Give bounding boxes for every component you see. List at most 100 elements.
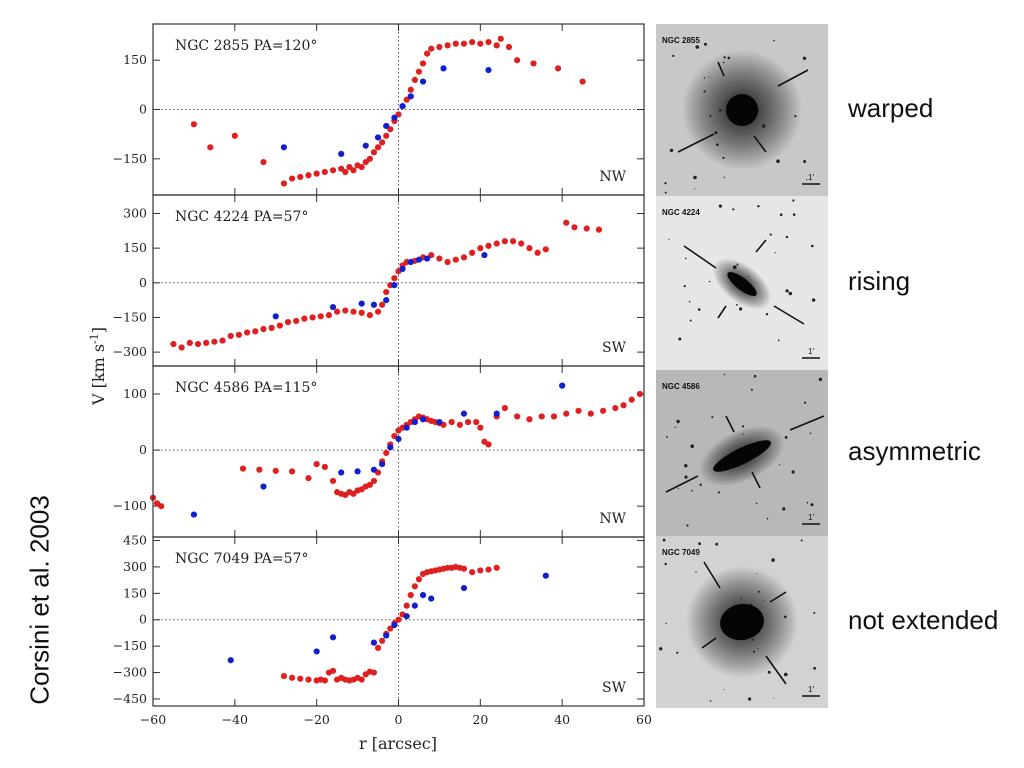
data-point-red bbox=[518, 240, 525, 247]
data-point-red bbox=[305, 475, 312, 482]
field-star bbox=[771, 558, 775, 562]
data-point-red bbox=[550, 413, 558, 420]
y-axis-label: V [km s-1] bbox=[88, 327, 108, 406]
data-point-blue bbox=[338, 469, 345, 476]
y-tick-label: 100 bbox=[123, 386, 147, 401]
data-point-red bbox=[370, 477, 378, 485]
data-point-blue bbox=[338, 150, 345, 157]
panel-frame bbox=[152, 536, 645, 707]
field-star bbox=[785, 235, 789, 239]
data-point-red bbox=[477, 40, 484, 47]
field-star bbox=[676, 651, 679, 654]
x-tick-label: −40 bbox=[222, 712, 248, 727]
data-point-red bbox=[309, 314, 316, 321]
data-point-blue bbox=[411, 602, 418, 609]
data-point-red bbox=[239, 465, 247, 472]
data-point-blue bbox=[354, 468, 361, 475]
field-star bbox=[669, 148, 674, 153]
x-tick-label: −60 bbox=[140, 712, 166, 727]
data-point-red bbox=[391, 275, 398, 282]
data-point-red bbox=[366, 481, 373, 488]
panel-title: NGC 4224 PA=57° bbox=[175, 209, 308, 225]
y-tick-label: −150 bbox=[113, 638, 147, 653]
slit-marker-line bbox=[683, 245, 717, 269]
field-star bbox=[777, 339, 780, 342]
data-point-red bbox=[284, 318, 292, 326]
data-point-blue bbox=[272, 313, 279, 320]
field-star bbox=[691, 489, 693, 492]
y-tick-label: 0 bbox=[139, 442, 147, 457]
galaxy-image-svg: 1′ NGC 7049 bbox=[656, 536, 828, 708]
galaxy-image-label: NGC 2855 bbox=[662, 36, 700, 45]
data-point-red bbox=[280, 180, 288, 187]
data-point-blue bbox=[387, 444, 394, 451]
y-tick-label: −300 bbox=[113, 665, 147, 680]
galaxy-image-label: NGC 4224 bbox=[662, 208, 700, 217]
data-point-red bbox=[534, 249, 541, 256]
data-point-red bbox=[477, 567, 484, 574]
data-point-red bbox=[485, 242, 492, 249]
data-point-red bbox=[383, 288, 390, 296]
data-point-red bbox=[411, 76, 418, 84]
data-point-red bbox=[407, 591, 414, 599]
field-star bbox=[699, 483, 702, 486]
y-tick-label: −450 bbox=[113, 691, 147, 706]
panel-title: NGC 2855 PA=120° bbox=[175, 38, 317, 54]
field-star bbox=[684, 475, 688, 479]
field-star bbox=[672, 54, 675, 57]
data-point-red bbox=[485, 38, 492, 46]
field-star bbox=[689, 319, 692, 322]
y-tick-label: −100 bbox=[113, 498, 147, 513]
field-star bbox=[694, 188, 696, 190]
data-point-red bbox=[207, 144, 214, 151]
slit-marker-line bbox=[789, 415, 825, 431]
data-point-red bbox=[407, 86, 414, 93]
data-point-red bbox=[599, 407, 607, 414]
field-star bbox=[723, 373, 726, 376]
direction-label: NW bbox=[599, 169, 626, 185]
data-point-red bbox=[587, 410, 594, 417]
field-star bbox=[806, 501, 809, 504]
data-point-red bbox=[415, 576, 423, 583]
data-point-red bbox=[493, 564, 500, 571]
field-star bbox=[736, 304, 738, 306]
data-point-red bbox=[444, 42, 451, 49]
data-point-red bbox=[448, 418, 455, 426]
data-point-red bbox=[456, 421, 463, 428]
data-point-red bbox=[280, 672, 288, 680]
data-point-red bbox=[428, 45, 435, 52]
field-star bbox=[686, 524, 689, 527]
data-point-red bbox=[325, 312, 333, 319]
field-star bbox=[684, 464, 688, 468]
field-star bbox=[711, 416, 714, 419]
data-point-red bbox=[424, 50, 431, 57]
data-point-red bbox=[411, 583, 418, 590]
data-point-red bbox=[329, 667, 337, 674]
data-point-red bbox=[374, 644, 382, 652]
slit-marker-line bbox=[773, 305, 805, 325]
x-tick-label: 20 bbox=[472, 712, 488, 727]
data-point-red bbox=[485, 566, 492, 573]
field-star bbox=[693, 175, 697, 180]
data-point-blue bbox=[559, 382, 566, 389]
data-point-red bbox=[329, 477, 337, 485]
y-tick-label: 150 bbox=[123, 52, 147, 67]
slit-marker-line bbox=[717, 305, 727, 319]
data-point-red bbox=[170, 340, 177, 348]
data-point-red bbox=[256, 466, 263, 473]
data-point-red bbox=[636, 390, 644, 398]
data-point-blue bbox=[379, 461, 386, 468]
field-star bbox=[755, 502, 758, 505]
data-point-red bbox=[370, 669, 378, 676]
data-point-red bbox=[509, 238, 517, 245]
series-red bbox=[190, 35, 586, 187]
data-point-red bbox=[436, 43, 443, 51]
data-point-red bbox=[419, 60, 427, 67]
data-point-blue bbox=[260, 483, 267, 490]
data-point-red bbox=[313, 461, 320, 468]
galaxy-image-ngc-7049: 1′ NGC 7049 bbox=[656, 536, 828, 708]
data-point-blue bbox=[391, 282, 398, 289]
y-tick-label: 150 bbox=[123, 240, 147, 255]
slit-marker-line bbox=[665, 475, 699, 493]
data-point-red bbox=[252, 328, 259, 335]
